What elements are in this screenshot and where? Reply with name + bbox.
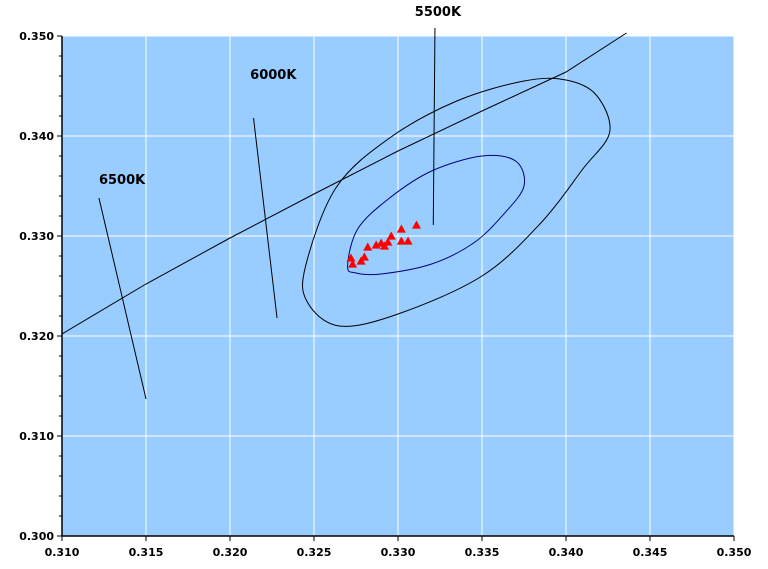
- planckian-locus-line: [62, 32, 627, 335]
- x-tick-label: 0.350: [717, 546, 752, 559]
- isotemperature-lines: [98, 27, 436, 400]
- x-tick-label: 0.325: [297, 546, 332, 559]
- data-point-triangle: [348, 259, 358, 268]
- cct-label-6500K: 6500K: [99, 173, 146, 188]
- data-points: [346, 220, 421, 268]
- data-point-triangle: [363, 242, 373, 251]
- y-tick-label: 0.300: [19, 530, 54, 543]
- data-point-triangle: [346, 253, 356, 262]
- x-tick-label: 0.315: [129, 546, 164, 559]
- y-tick-label: 0.320: [19, 330, 54, 343]
- curves: [62, 32, 627, 335]
- gridlines: [62, 35, 735, 536]
- y-tick-label: 0.350: [19, 30, 54, 43]
- x-tick-label: 0.320: [213, 546, 248, 559]
- y-tick-label: 0.330: [19, 230, 54, 243]
- inner-ellipse: [347, 154, 525, 276]
- x-tick-label: 0.335: [465, 546, 500, 559]
- x-tick-label: 0.310: [45, 546, 80, 559]
- tick-labels: 0.310 0.315 0.320 0.325 0.330 0.335 0.340 0.345…: [19, 30, 752, 559]
- data-point-triangle: [383, 237, 393, 246]
- x-tick-label: 0.330: [381, 546, 416, 559]
- y-tick-label: 0.310: [19, 430, 54, 443]
- isotemperature-line-6000K: [253, 117, 278, 319]
- outer-ellipse: [302, 77, 611, 327]
- cct-label-6000K: 6000K: [250, 68, 297, 83]
- data-point-triangle: [359, 252, 369, 261]
- data-point-triangle: [411, 220, 421, 229]
- data-point-triangle: [396, 236, 406, 245]
- data-point-triangle: [403, 236, 413, 245]
- isotemperature-line-5500K: [432, 27, 436, 226]
- cct-labels: 6500K 6000K 5500K: [99, 5, 462, 188]
- x-tick-label: 0.345: [633, 546, 668, 559]
- data-point-triangle: [386, 231, 396, 240]
- cct-label-5500K: 5500K: [415, 5, 462, 20]
- isotemperature-line-6500K: [98, 197, 147, 400]
- x-tick-label: 0.340: [549, 546, 584, 559]
- data-point-triangle: [396, 224, 406, 233]
- y-tick-label: 0.340: [19, 130, 54, 143]
